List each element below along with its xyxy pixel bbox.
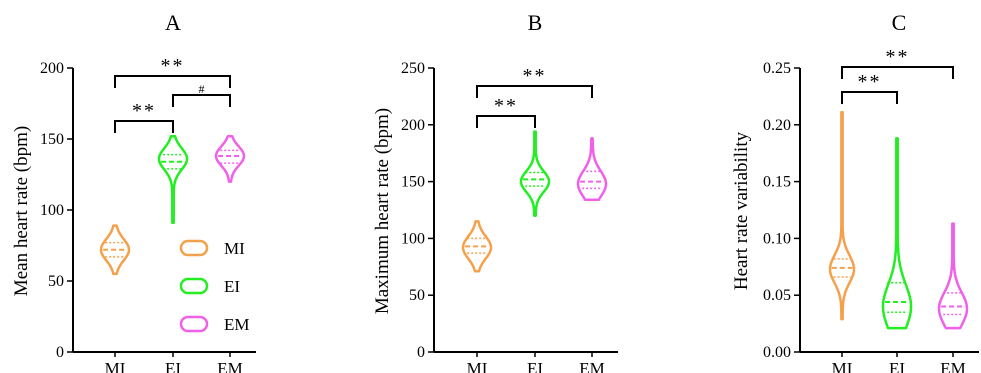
legend-label: EM (224, 315, 250, 334)
y-tick-label: 200 (401, 117, 425, 134)
y-tick-label: 100 (401, 230, 425, 247)
violin-em (937, 222, 969, 330)
x-tick-label: EI (889, 359, 905, 373)
legend: MI EI EM (179, 239, 250, 334)
y-tick-label: 50 (48, 273, 64, 290)
significance-label: ** (523, 65, 547, 87)
x-tick-label: EI (165, 359, 181, 373)
x-tick-label: MI (832, 359, 853, 373)
x-tick-label: MI (467, 359, 488, 373)
significance-label: ** (494, 95, 518, 117)
significance-bracket (172, 94, 231, 107)
violin-mi (828, 111, 856, 321)
y-tick-label: 0.25 (763, 60, 791, 77)
violin-em (214, 134, 246, 183)
y-tick-label: 0.05 (763, 287, 791, 304)
violin-mi (99, 224, 131, 276)
y-tick-label: 200 (40, 60, 64, 77)
violin-mi (461, 220, 493, 273)
x-tick-label: EM (217, 359, 243, 373)
y-axis-label: Heart rate variability (731, 131, 752, 290)
y-tick-label: 0.10 (763, 230, 791, 247)
y-tick-label: 0 (417, 344, 425, 361)
significance-bracket (114, 120, 174, 133)
violin-ei (881, 137, 913, 330)
legend-label: MI (224, 239, 245, 258)
legend-swatch-mi (179, 239, 209, 257)
chart-panel-b: B Maximum heart rate (bpm) 0 50 100 150 200 250… (372, 10, 618, 373)
significance-label: ** (132, 100, 156, 122)
y-tick-label: 150 (401, 174, 425, 191)
panel-title: B (528, 10, 543, 35)
y-tick-label: 50 (409, 287, 425, 304)
y-tick-label: 0.15 (763, 174, 791, 191)
x-tick-label: EI (527, 359, 543, 373)
significance-bracket (841, 66, 954, 79)
significance-bracket (476, 85, 593, 98)
panel-title: A (165, 10, 181, 35)
chart-panel-a: A Mean heart rate (bpm) 0 50 100 150 200 MI EI EM… (11, 10, 256, 373)
legend-label: EI (224, 277, 240, 296)
y-tick-label: 250 (401, 60, 425, 77)
significance-bracket (476, 115, 536, 128)
legend-swatch-em (179, 315, 209, 333)
y-axis-label: Maximum heart rate (bpm) (372, 108, 393, 314)
significance-label: # (199, 82, 205, 96)
significance-label: ** (161, 55, 185, 77)
significance-bracket (114, 75, 231, 88)
violin-em (576, 137, 608, 202)
violin-ei (519, 130, 551, 217)
y-tick-label: 100 (40, 202, 64, 219)
chart-panel-c: C Heart rate variability 0.00 0.05 0.10 0.15 0… (731, 10, 979, 373)
legend-swatch-ei (179, 277, 209, 295)
y-tick-label: 150 (40, 131, 64, 148)
significance-label: ** (886, 46, 910, 68)
panel-title: C (892, 10, 907, 35)
x-tick-label: EM (579, 359, 605, 373)
y-tick-label: 0.20 (763, 117, 791, 134)
violin-ei (157, 134, 189, 225)
y-tick-label: 0.00 (763, 344, 791, 361)
x-tick-label: EM (940, 359, 966, 373)
x-tick-label: MI (105, 359, 126, 373)
y-tick-label: 0 (56, 344, 64, 361)
significance-label: ** (858, 71, 882, 93)
significance-bracket (841, 91, 898, 104)
y-axis-label: Mean heart rate (bpm) (11, 126, 32, 296)
